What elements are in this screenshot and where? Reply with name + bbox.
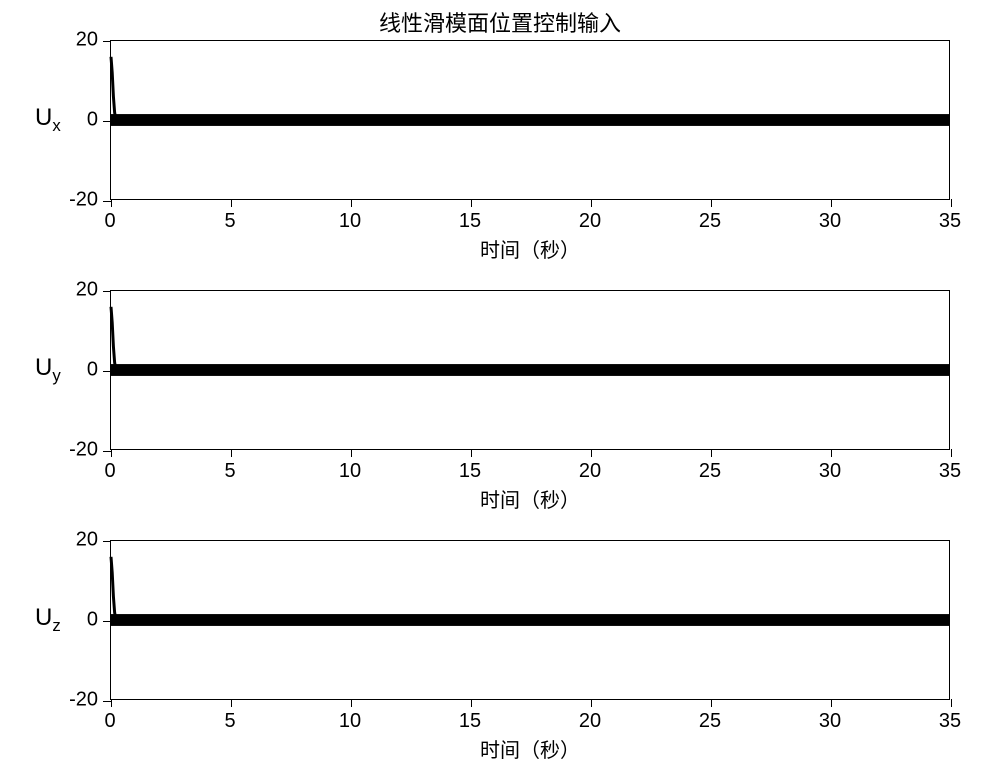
xtick-label: 20 (579, 460, 601, 483)
xtick (831, 199, 832, 207)
xtick-label: 35 (939, 210, 961, 233)
ytick-label: 20 (76, 279, 98, 302)
xtick (951, 199, 952, 207)
xtick-label: 0 (104, 210, 115, 233)
xtick (111, 449, 112, 457)
xtick-label: 5 (224, 210, 235, 233)
ytick (103, 201, 111, 202)
plot-area-ux (110, 40, 950, 200)
ytick-label: -20 (69, 689, 98, 712)
xtick-label: 10 (339, 460, 361, 483)
xtick (351, 699, 352, 707)
xtick-label: 15 (459, 710, 481, 733)
xtick-label: 35 (939, 710, 961, 733)
xtick-label: 15 (459, 210, 481, 233)
xtick (351, 449, 352, 457)
xtick (471, 199, 472, 207)
xtick (471, 449, 472, 457)
ylabel-ux: Ux (35, 104, 61, 136)
xtick (591, 699, 592, 707)
xtick-label: 25 (699, 710, 721, 733)
ytick-label: 0 (87, 609, 98, 632)
figure-title: 线性滑模面位置控制输入 (0, 6, 1000, 38)
plot-area-uz (110, 540, 950, 700)
ytick-label: 0 (87, 109, 98, 132)
xtick (711, 699, 712, 707)
xtick-label: 25 (699, 210, 721, 233)
xtick-label: 5 (224, 460, 235, 483)
ytick-label: 20 (76, 29, 98, 52)
xlabel-uz: 时间（秒） (480, 734, 580, 763)
xtick (231, 449, 232, 457)
line-uy (111, 291, 949, 449)
line-ux (111, 41, 949, 199)
xtick-label: 30 (819, 210, 841, 233)
xtick (831, 449, 832, 457)
ytick (103, 291, 111, 292)
xtick-label: 0 (104, 460, 115, 483)
ytick (103, 121, 111, 122)
xtick (831, 699, 832, 707)
xtick-label: 5 (224, 710, 235, 733)
xtick-label: 0 (104, 710, 115, 733)
ytick-label: 0 (87, 359, 98, 382)
line-uz (111, 541, 949, 699)
xtick (231, 699, 232, 707)
subplot-uz: Uz 时间（秒） -2002005101520253035 (110, 540, 950, 700)
xtick-label: 25 (699, 460, 721, 483)
subplot-uy: Uy 时间（秒） -2002005101520253035 (110, 290, 950, 450)
xlabel-ux: 时间（秒） (480, 234, 580, 263)
figure: 线性滑模面位置控制输入 Ux 时间（秒） -200200510152025303… (0, 0, 1000, 783)
xtick-label: 10 (339, 210, 361, 233)
plot-area-uy (110, 290, 950, 450)
ylabel-uz: Uz (35, 604, 61, 636)
xtick-label: 30 (819, 710, 841, 733)
xtick-label: 15 (459, 460, 481, 483)
xtick (351, 199, 352, 207)
xtick (951, 699, 952, 707)
xtick-label: 35 (939, 460, 961, 483)
xtick-label: 20 (579, 710, 601, 733)
xtick (111, 699, 112, 707)
ytick-label: -20 (69, 189, 98, 212)
ytick (103, 701, 111, 702)
xtick-label: 10 (339, 710, 361, 733)
ylabel-uy: Uy (35, 354, 61, 386)
xtick (711, 449, 712, 457)
ytick-label: 20 (76, 529, 98, 552)
ytick (103, 371, 111, 372)
xtick-label: 30 (819, 460, 841, 483)
xtick (231, 199, 232, 207)
xtick (711, 199, 712, 207)
ytick-label: -20 (69, 439, 98, 462)
xtick (951, 449, 952, 457)
xlabel-uy: 时间（秒） (480, 484, 580, 513)
ytick (103, 621, 111, 622)
subplot-ux: Ux 时间（秒） -2002005101520253035 (110, 40, 950, 200)
xtick (591, 199, 592, 207)
ytick (103, 41, 111, 42)
ytick (103, 541, 111, 542)
xtick-label: 20 (579, 210, 601, 233)
xtick (111, 199, 112, 207)
xtick (591, 449, 592, 457)
ytick (103, 451, 111, 452)
xtick (471, 699, 472, 707)
